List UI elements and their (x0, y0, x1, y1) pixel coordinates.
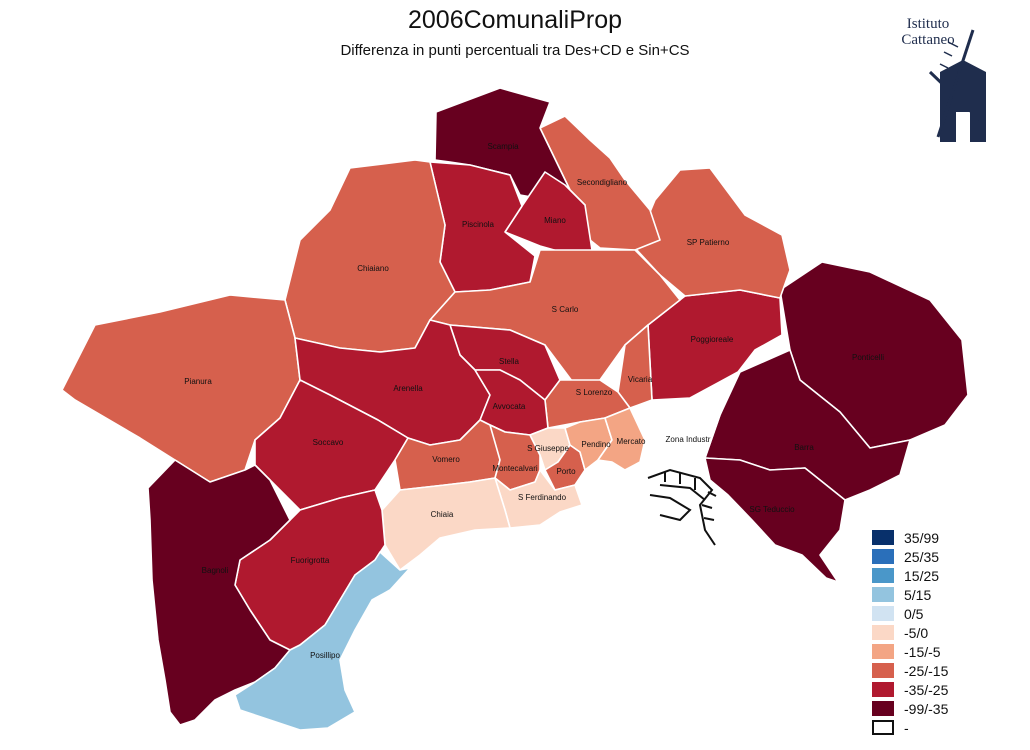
label-posillipo: Posillipo (310, 651, 340, 660)
label-stella: Stella (499, 357, 520, 366)
label-vomero: Vomero (432, 455, 460, 464)
legend-item: -99/-35 (872, 699, 948, 718)
legend-swatch (872, 663, 894, 678)
label-s-lorenzo: S Lorenzo (576, 388, 613, 397)
legend-swatch (872, 606, 894, 621)
label-chiaia: Chiaia (431, 510, 454, 519)
legend-label: 5/15 (904, 586, 932, 603)
label-mercato: Mercato (617, 437, 646, 446)
label-s-carlo: S Carlo (552, 305, 579, 314)
legend-item: - (872, 718, 948, 737)
legend-label: 35/99 (904, 529, 940, 546)
label-vicaria: Vicaria (628, 375, 653, 384)
label-fuorigrotta: Fuorigrotta (291, 556, 330, 565)
legend-swatch (872, 587, 894, 602)
legend-swatch (872, 644, 894, 659)
legend-swatch (872, 549, 894, 564)
label-soccavo: Soccavo (313, 438, 344, 447)
district-sg-teduccio[interactable] (704, 457, 846, 583)
legend-item: 35/99 (872, 528, 948, 547)
label-barra: Barra (794, 443, 814, 452)
legend-label: -99/-35 (904, 700, 949, 717)
logo-text: Istituto Cattaneo (878, 16, 978, 48)
legend-label: -5/0 (904, 624, 929, 641)
label-piscinola: Piscinola (462, 220, 495, 229)
district-mercato[interactable] (597, 407, 646, 471)
label-arenella: Arenella (393, 384, 423, 393)
legend-swatch (872, 568, 894, 583)
legend-swatch (872, 720, 894, 735)
label-sg-teduccio: SG Teduccio (749, 505, 795, 514)
label-s-giuseppe: S Giuseppe (527, 444, 569, 453)
legend-item: 0/5 (872, 604, 948, 623)
district-vicaria[interactable] (617, 324, 653, 409)
legend-label: -25/-15 (904, 662, 949, 679)
legend-label: -15/-5 (904, 643, 941, 660)
district-labels: Scampia Secondigliano Piscinola Miano SP… (184, 142, 884, 660)
logo-line-1: Istituto (906, 16, 950, 32)
label-avvocata: Avvocata (493, 402, 526, 411)
legend-label: 0/5 (904, 605, 924, 622)
port-piers (647, 468, 717, 546)
legend-swatch (872, 530, 894, 545)
label-chiaiano: Chiaiano (357, 264, 389, 273)
label-scampia: Scampia (487, 142, 519, 151)
label-montecalvari: Montecalvari (492, 464, 538, 473)
legend-item: 25/35 (872, 547, 948, 566)
label-porto: Porto (556, 467, 576, 476)
label-bagnoli: Bagnoli (202, 566, 229, 575)
logo-line-2: Cattaneo (901, 32, 955, 48)
istituto-cattaneo-logo: Istituto Cattaneo (878, 12, 998, 150)
legend-label: - (904, 719, 909, 736)
legend-swatch (872, 625, 894, 640)
label-s-ferdinando: S Ferdinando (518, 493, 567, 502)
windmill-icon (928, 29, 986, 142)
map-legend: 35/99 25/35 15/25 5/15 0/5 -5/0 -15/-5 -25/-15 -… (872, 528, 948, 737)
label-pianura: Pianura (184, 377, 212, 386)
map-title: 2006ComunaliProp (407, 6, 623, 34)
legend-label: 15/25 (904, 567, 940, 584)
label-pendino: Pendino (581, 440, 611, 449)
legend-item: -15/-5 (872, 642, 948, 661)
legend-item: 15/25 (872, 566, 948, 585)
map-subtitle: Differenza in punti percentuali tra Des+… (340, 42, 690, 59)
legend-label: 25/35 (904, 548, 940, 565)
legend-item: -5/0 (872, 623, 948, 642)
label-poggioreale: Poggioreale (691, 335, 734, 344)
district-chiaia[interactable] (381, 477, 511, 571)
legend-item: -35/-25 (872, 680, 948, 699)
legend-label: -35/-25 (904, 681, 949, 698)
label-secondigliano: Secondigliano (577, 178, 628, 187)
legend-item: 5/15 (872, 585, 948, 604)
label-ponticelli: Ponticelli (852, 353, 884, 362)
label-miano: Miano (544, 216, 566, 225)
legend-swatch (872, 701, 894, 716)
district-posillipo[interactable] (234, 551, 411, 731)
label-sp-patierno: SP Patierno (687, 238, 730, 247)
legend-item: -25/-15 (872, 661, 948, 680)
label-zona-industr: Zona Industr (666, 435, 711, 444)
legend-swatch (872, 682, 894, 697)
